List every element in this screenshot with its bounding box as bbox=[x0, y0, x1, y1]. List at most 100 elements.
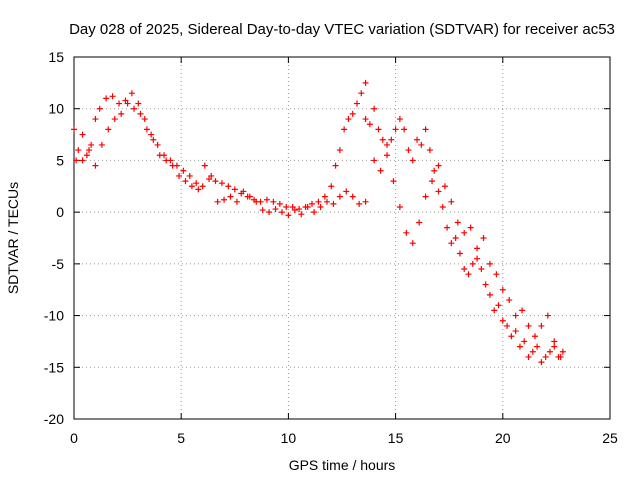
data-point bbox=[435, 188, 442, 195]
data-point bbox=[512, 312, 519, 319]
data-point bbox=[116, 100, 123, 107]
data-point bbox=[474, 245, 481, 252]
data-point bbox=[521, 338, 528, 345]
data-point bbox=[298, 211, 305, 218]
data-point bbox=[546, 348, 553, 355]
data-point bbox=[122, 97, 129, 104]
data-point bbox=[538, 322, 545, 329]
data-point bbox=[469, 260, 476, 267]
data-point bbox=[358, 90, 365, 97]
data-point bbox=[328, 183, 335, 190]
data-point bbox=[356, 200, 363, 207]
data-point bbox=[519, 307, 526, 314]
data-point bbox=[414, 136, 421, 143]
data-point bbox=[426, 147, 433, 154]
data-point bbox=[559, 348, 566, 355]
data-point bbox=[315, 198, 322, 205]
data-point bbox=[448, 240, 455, 247]
data-point bbox=[379, 136, 386, 143]
y-tick-label: 15 bbox=[48, 49, 64, 65]
data-point bbox=[186, 172, 193, 179]
data-point bbox=[231, 186, 238, 193]
data-point bbox=[246, 193, 253, 200]
data-point bbox=[201, 162, 208, 169]
data-point bbox=[461, 266, 468, 273]
data-point bbox=[296, 206, 303, 213]
data-point bbox=[199, 183, 206, 190]
series-track-c bbox=[362, 105, 566, 366]
y-tick-label: 0 bbox=[56, 204, 64, 220]
data-point bbox=[105, 126, 112, 133]
data-point bbox=[371, 105, 378, 112]
data-point bbox=[182, 178, 189, 185]
data-point bbox=[79, 131, 86, 138]
data-point bbox=[384, 141, 391, 148]
data-point bbox=[465, 271, 472, 278]
data-point bbox=[208, 172, 215, 179]
y-tick-label: -15 bbox=[44, 359, 64, 375]
data-point bbox=[79, 157, 86, 164]
data-point bbox=[304, 203, 311, 210]
data-point bbox=[75, 147, 82, 154]
y-tick-label: -10 bbox=[44, 308, 64, 324]
data-point bbox=[214, 198, 221, 205]
data-point bbox=[141, 116, 148, 123]
data-point bbox=[508, 333, 515, 340]
data-point bbox=[435, 162, 442, 169]
data-point bbox=[486, 291, 493, 298]
data-point bbox=[401, 126, 408, 133]
data-point bbox=[103, 95, 110, 102]
data-point bbox=[354, 100, 361, 107]
data-point bbox=[482, 281, 489, 288]
data-point bbox=[272, 206, 279, 213]
x-tick-label: 5 bbox=[177, 430, 185, 446]
data-point bbox=[362, 198, 369, 205]
data-point bbox=[176, 172, 183, 179]
data-point bbox=[493, 271, 500, 278]
plot-area bbox=[73, 56, 611, 420]
data-point bbox=[225, 183, 232, 190]
data-point bbox=[283, 203, 290, 210]
data-point bbox=[467, 224, 474, 231]
data-point bbox=[154, 141, 161, 148]
data-point bbox=[452, 235, 459, 241]
data-point bbox=[431, 167, 438, 174]
data-point bbox=[384, 152, 391, 159]
data-point bbox=[73, 157, 80, 164]
data-point bbox=[456, 250, 463, 257]
data-point bbox=[416, 219, 423, 226]
data-point bbox=[291, 207, 298, 214]
data-point bbox=[109, 93, 116, 100]
data-point bbox=[375, 126, 382, 133]
data-point bbox=[92, 162, 99, 169]
data-point bbox=[311, 209, 318, 216]
data-point bbox=[544, 312, 551, 319]
data-point bbox=[525, 353, 532, 360]
series-track-d bbox=[371, 152, 564, 360]
x-axis-label: GPS time / hours bbox=[289, 457, 396, 473]
data-point bbox=[156, 152, 163, 159]
data-point bbox=[392, 126, 399, 133]
data-point bbox=[542, 353, 549, 360]
data-point bbox=[131, 105, 138, 112]
data-point bbox=[441, 183, 448, 190]
data-point bbox=[289, 203, 296, 210]
data-point bbox=[486, 260, 493, 267]
data-point bbox=[221, 196, 228, 203]
data-point bbox=[71, 126, 77, 133]
data-point bbox=[188, 183, 195, 190]
data-point bbox=[418, 141, 425, 148]
data-point bbox=[495, 302, 502, 309]
data-point bbox=[444, 224, 451, 231]
data-point bbox=[396, 203, 403, 210]
data-point bbox=[403, 229, 410, 236]
data-point bbox=[341, 126, 348, 133]
chart-title: Day 028 of 2025, Sidereal Day-to-day VTE… bbox=[69, 21, 615, 38]
grid-lines bbox=[74, 57, 610, 419]
y-tick-label: -5 bbox=[52, 256, 65, 272]
data-point bbox=[409, 157, 416, 164]
y-tick-label: 10 bbox=[48, 101, 64, 117]
data-point bbox=[422, 193, 429, 200]
x-tick-label: 20 bbox=[495, 430, 511, 446]
